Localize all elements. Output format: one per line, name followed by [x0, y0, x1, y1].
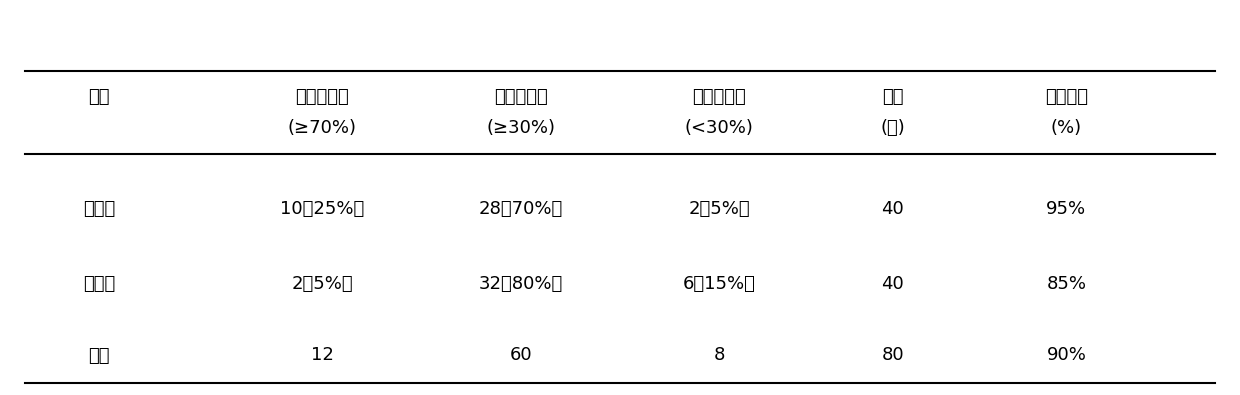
- Text: 40: 40: [882, 275, 904, 293]
- Text: 有效（例）: 有效（例）: [494, 88, 548, 106]
- Text: 显效（例）: 显效（例）: [295, 88, 350, 106]
- Text: 6（15%）: 6（15%）: [683, 275, 755, 293]
- Text: 组别: 组别: [88, 88, 110, 106]
- Text: (例): (例): [880, 119, 905, 137]
- Text: 80: 80: [882, 346, 904, 365]
- Text: 90%: 90%: [1047, 346, 1086, 365]
- Text: 32（80%）: 32（80%）: [479, 275, 563, 293]
- Text: 2（5%）: 2（5%）: [291, 275, 353, 293]
- Text: (%): (%): [1050, 119, 1083, 137]
- Text: (≥70%): (≥70%): [288, 119, 357, 137]
- Text: 12: 12: [311, 346, 334, 365]
- Text: 无效（例）: 无效（例）: [692, 88, 746, 106]
- Text: 10（25%）: 10（25%）: [280, 200, 365, 218]
- Text: 试验组: 试验组: [83, 200, 115, 218]
- Text: 对照组: 对照组: [83, 275, 115, 293]
- Text: (<30%): (<30%): [684, 119, 754, 137]
- Text: 8: 8: [713, 346, 725, 365]
- Text: 40: 40: [882, 200, 904, 218]
- Text: 2（5%）: 2（5%）: [688, 200, 750, 218]
- Text: 60: 60: [510, 346, 532, 365]
- Text: 28（70%）: 28（70%）: [479, 200, 563, 218]
- Text: 合计: 合计: [882, 88, 904, 106]
- Text: 95%: 95%: [1047, 200, 1086, 218]
- Text: 总有效率: 总有效率: [1045, 88, 1087, 106]
- Text: 85%: 85%: [1047, 275, 1086, 293]
- Text: 合计: 合计: [88, 346, 110, 365]
- Text: (≥30%): (≥30%): [486, 119, 556, 137]
